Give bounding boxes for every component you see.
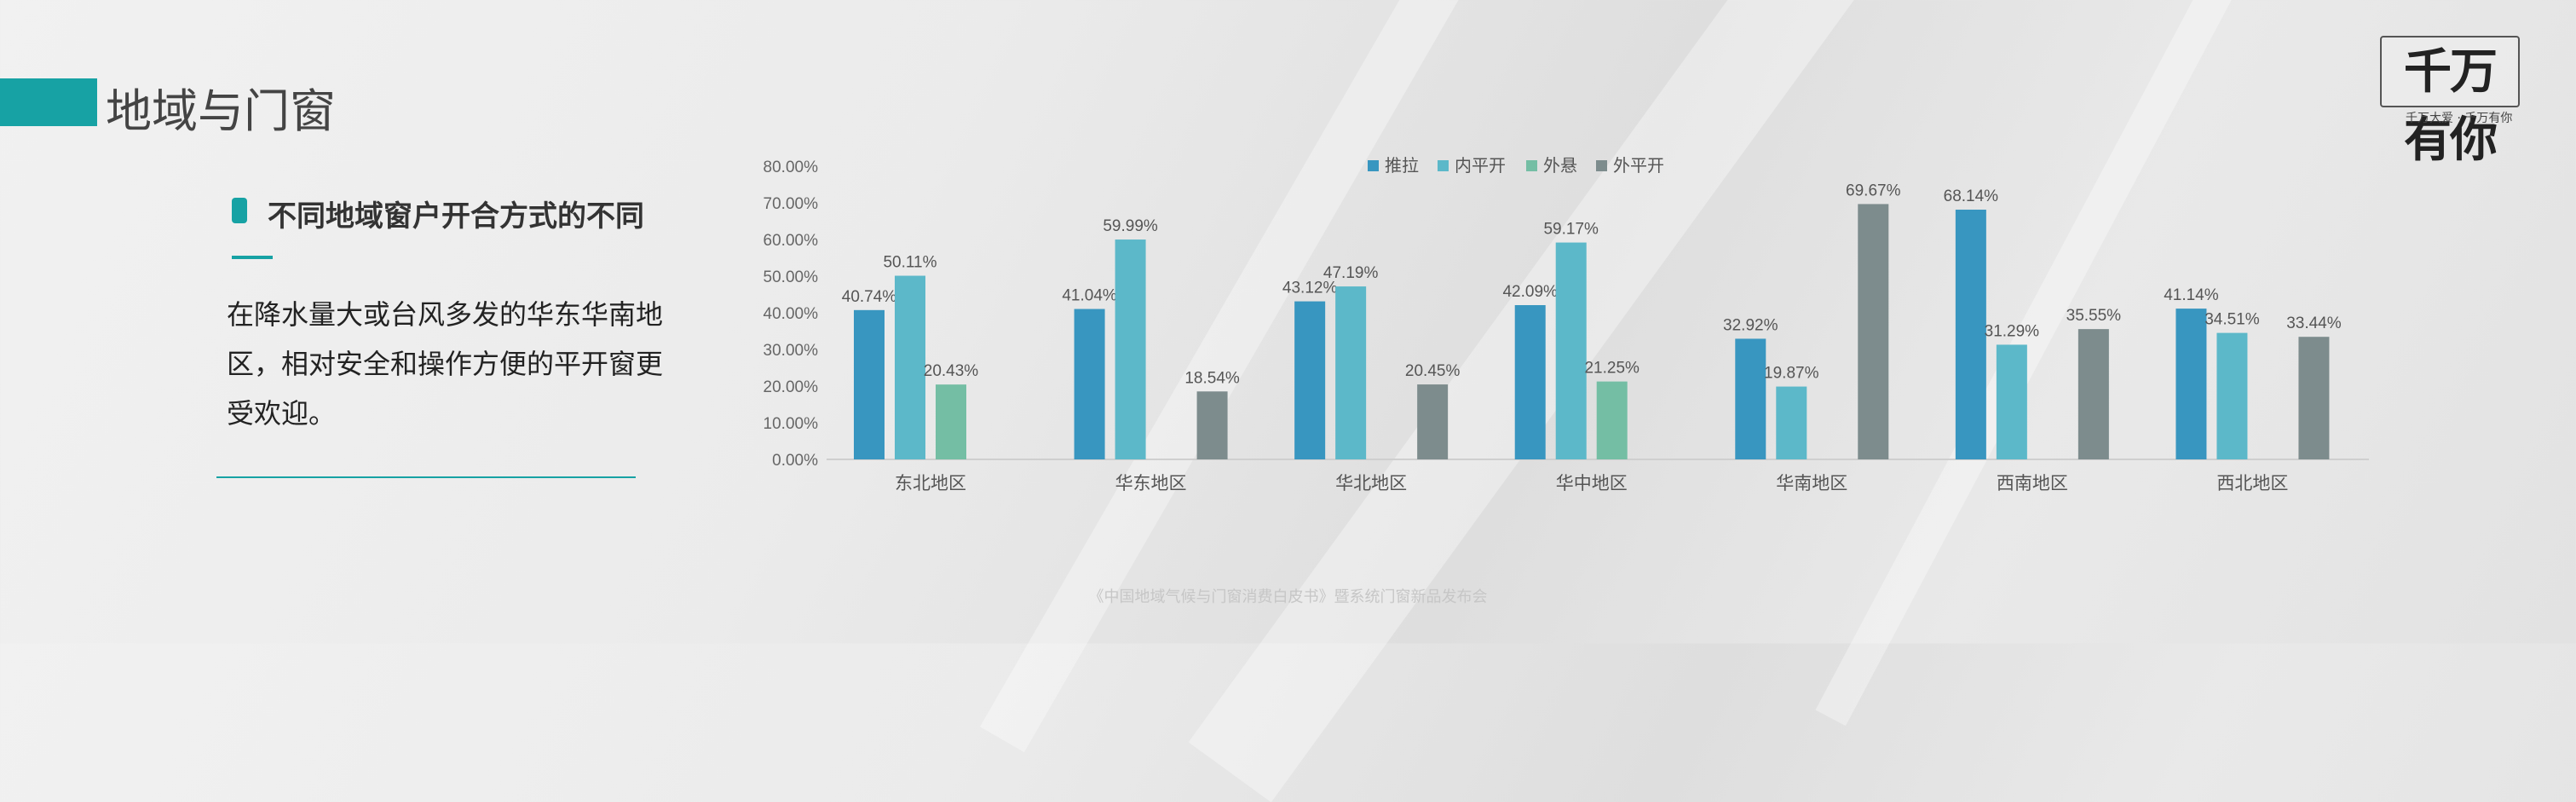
category-label: 华东地区 [1115,473,1187,493]
data-label: 40.74% [842,288,897,306]
bar-推拉-西北地区 [2175,309,2207,459]
y-tick-label: 0.00% [772,452,818,470]
section-divider [216,476,636,478]
section-body-text: 在降水量大或台风多发的华东华南地区，相对安全和操作方便的平开窗更受欢迎。 [227,298,664,430]
bar-外平开-西南地区 [2078,329,2109,459]
data-label: 19.87% [1764,365,1819,383]
logo-main-text: 千万有你 [2380,36,2520,168]
subtitle-marker [232,198,247,223]
data-label: 18.54% [1184,369,1240,387]
y-tick-label: 50.00% [764,268,819,286]
y-tick-label: 40.00% [764,305,819,323]
bar-内平开-华南地区 [1776,386,1807,459]
data-label: 69.67% [1846,182,1901,199]
footer-text: 《中国地域气候与门窗消费白皮书》暨系统门窗新品发布会 [1088,588,1488,606]
data-label: 31.29% [1985,322,2040,340]
bar-内平开-西北地区 [2216,332,2248,459]
brand-logo: 千万有你 千万大爱 · 千万有你 [2380,36,2525,168]
data-label: 68.14% [1944,188,1999,205]
category-label: 华南地区 [1776,473,1847,493]
legend-label: 内平开 [1455,155,1506,176]
legend-label: 外平开 [1613,155,1664,176]
category-label: 华中地区 [1556,473,1628,493]
legend-swatch [1368,160,1379,171]
y-tick-label: 30.00% [764,342,819,360]
data-label: 21.25% [1584,360,1640,378]
data-label: 20.43% [924,362,979,380]
category-label: 西南地区 [1997,473,2068,493]
data-label: 32.92% [1723,316,1778,334]
category-label: 华北地区 [1335,473,1407,493]
bar-内平开-华北地区 [1335,286,1367,459]
section-subtitle: 不同地域窗户开合方式的不同 [268,199,644,234]
category-label: 西北地区 [2216,473,2288,493]
bar-内平开-华中地区 [1555,242,1587,459]
data-label: 41.04% [1062,287,1117,305]
bar-推拉-华东地区 [1074,309,1105,459]
bar-推拉-东北地区 [854,309,885,459]
data-label: 50.11% [883,254,936,272]
title-accent-bar [0,78,97,126]
legend-swatch [1526,160,1537,171]
data-label: 41.14% [2164,286,2219,304]
legend-swatch [1438,160,1449,171]
logo-slogan: 千万大爱 · 千万有你 [2406,112,2513,125]
y-tick-label: 70.00% [764,195,819,213]
legend-label: 推拉 [1385,155,1419,176]
bar-外悬-东北地区 [936,384,966,459]
bar-外平开-华南地区 [1858,204,1889,459]
y-tick-label: 60.00% [764,232,819,250]
bar-内平开-东北地区 [895,275,925,459]
data-label: 59.17% [1543,221,1599,239]
data-label: 35.55% [2066,307,2122,325]
data-label: 20.45% [1405,362,1461,380]
data-label: 33.44% [2286,314,2342,332]
y-tick-label: 10.00% [764,415,819,433]
bar-外平开-华北地区 [1417,384,1449,459]
data-label: 42.09% [1502,283,1558,301]
bar-推拉-西南地区 [1955,209,1986,460]
data-label: 34.51% [2204,311,2260,329]
subtitle-underline [232,256,273,259]
data-label: 47.19% [1323,264,1379,282]
legend-label: 外悬 [1543,155,1577,176]
data-label: 59.99% [1103,217,1158,235]
legend-swatch [1596,160,1607,171]
category-label: 东北地区 [895,473,966,493]
bar-推拉-华中地区 [1514,305,1546,459]
bar-内平开-西南地区 [1996,344,2027,459]
data-label: 43.12% [1282,280,1338,297]
bar-外平开-华东地区 [1196,391,1228,459]
bar-chart: 0.00% 10.00% 20.00% 30.00% 40.00% 50.00% 60.00… [764,155,2369,493]
bar-外悬-华中地区 [1596,381,1628,459]
bar-推拉-华南地区 [1735,338,1766,459]
bar-推拉-华北地区 [1294,301,1326,459]
bar-外平开-西北地区 [2298,337,2330,459]
page-title: 地域与门窗 [106,84,336,138]
y-tick-label: 80.00% [764,159,819,176]
y-tick-label: 20.00% [764,378,819,396]
bar-内平开-华东地区 [1115,239,1146,459]
